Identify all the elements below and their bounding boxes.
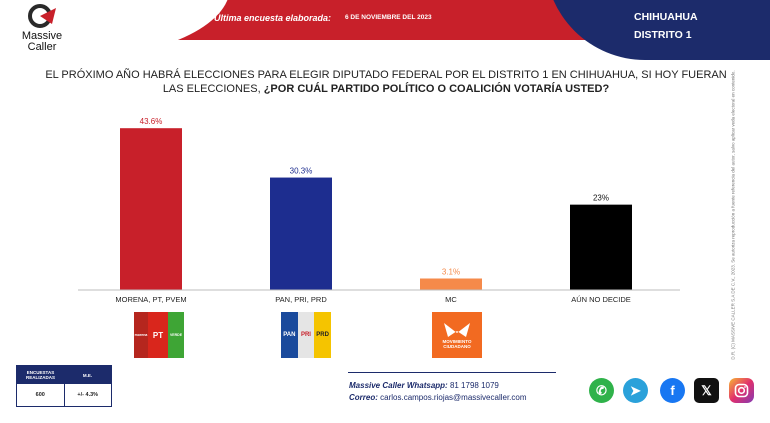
massive-caller-logo-icon: [28, 4, 56, 28]
morena-mark: morena: [134, 312, 148, 358]
prd-mark: PRD: [314, 312, 331, 358]
district-name: DISTRITO 1: [634, 29, 692, 41]
email-address[interactable]: carlos.campos.riojas@massivecaller.com: [380, 393, 527, 402]
survey-question: EL PRÓXIMO AÑO HABRÁ ELECCIONES PARA ELE…: [36, 68, 736, 96]
state-name: CHIHUAHUA: [634, 11, 698, 23]
category-label-1: MORENA, PT, PVEM: [115, 295, 186, 304]
verde-mark: VERDE: [168, 312, 184, 358]
category-label-3: MC: [445, 295, 457, 304]
massive-caller-logo: Massive Caller: [12, 4, 92, 56]
last-survey-date: 6 DE NOVIEMBRE DEL 2023: [345, 14, 432, 21]
x-icon[interactable]: 𝕏: [694, 378, 719, 403]
bar-value-label-2: 30.3%: [290, 167, 313, 176]
last-survey-label: Última encuesta elaborada:: [214, 13, 332, 23]
mc-logo: MOVIMIENTO CIUDADANO: [432, 312, 482, 358]
question-emphasis: ¿POR CUÁL PARTIDO POLÍTICO O COALICIÓN V…: [263, 83, 610, 95]
bar-2: [270, 177, 332, 290]
margin-error-header: M.E.: [82, 372, 93, 378]
instagram-glyph: [734, 383, 749, 398]
question-text: EL PRÓXIMO AÑO HABRÁ ELECCIONES PARA ELE…: [45, 69, 727, 95]
facebook-icon[interactable]: f: [660, 378, 685, 403]
telegram-icon[interactable]: ➤: [623, 378, 648, 403]
surveys-done-header: ENCUESTAS REALIZADAS: [26, 370, 55, 380]
survey-info-table: ENCUESTAS REALIZADAS M.E. 600 +/- 4.3%: [16, 365, 112, 407]
bar-value-label-3: 3.1%: [442, 267, 460, 276]
survey-info-header: ENCUESTAS REALIZADAS M.E.: [17, 366, 111, 384]
region-info: CHIHUAHUA DISTRITO 1: [634, 8, 698, 44]
category-label-2: PAN, PRI, PRD: [275, 295, 327, 304]
bar-value-label-1: 43.6%: [140, 117, 163, 126]
mc-eagle-icon: [444, 323, 470, 337]
survey-info-row: 600 +/- 4.3%: [17, 384, 111, 406]
morena-pt-pvem-logo: morena PT VERDE: [134, 312, 184, 358]
whatsapp-icon[interactable]: ✆: [589, 378, 614, 403]
whatsapp-number: 81 1798 1079: [449, 381, 499, 390]
pan-pri-prd-logo: PAN PRI PRD: [281, 312, 331, 358]
logo-text-line2: Caller: [27, 41, 57, 53]
whatsapp-label: Massive Caller Whatsapp:: [349, 381, 448, 390]
logo-text-line1: Massive: [21, 30, 63, 42]
category-label-4: AÚN NO DECIDE: [571, 295, 631, 304]
bar-1: [120, 128, 182, 290]
mc-logo-text-2: CIUDADANO: [443, 344, 471, 349]
contact-divider: [348, 372, 556, 373]
margin-error-value: +/- 4.3%: [77, 392, 99, 398]
contact-info: Massive Caller Whatsapp: 81 1798 1079 Co…: [349, 380, 527, 404]
instagram-icon[interactable]: [729, 378, 754, 403]
bar-3: [420, 278, 482, 290]
surveys-done-value: 600: [17, 384, 65, 406]
bar-4: [570, 204, 632, 290]
pan-mark: PAN: [281, 312, 298, 358]
pri-mark: PRI: [297, 312, 315, 358]
bar-value-label-4: 23%: [593, 194, 609, 203]
copyright-note: D.R. (C) MASSIVE CALLER S.A DE C.V., 202…: [730, 70, 736, 360]
mc-logo-text-1: MOVIMIENTO: [442, 339, 472, 344]
email-label: Correo:: [349, 393, 378, 402]
pt-mark: PT: [148, 312, 168, 358]
